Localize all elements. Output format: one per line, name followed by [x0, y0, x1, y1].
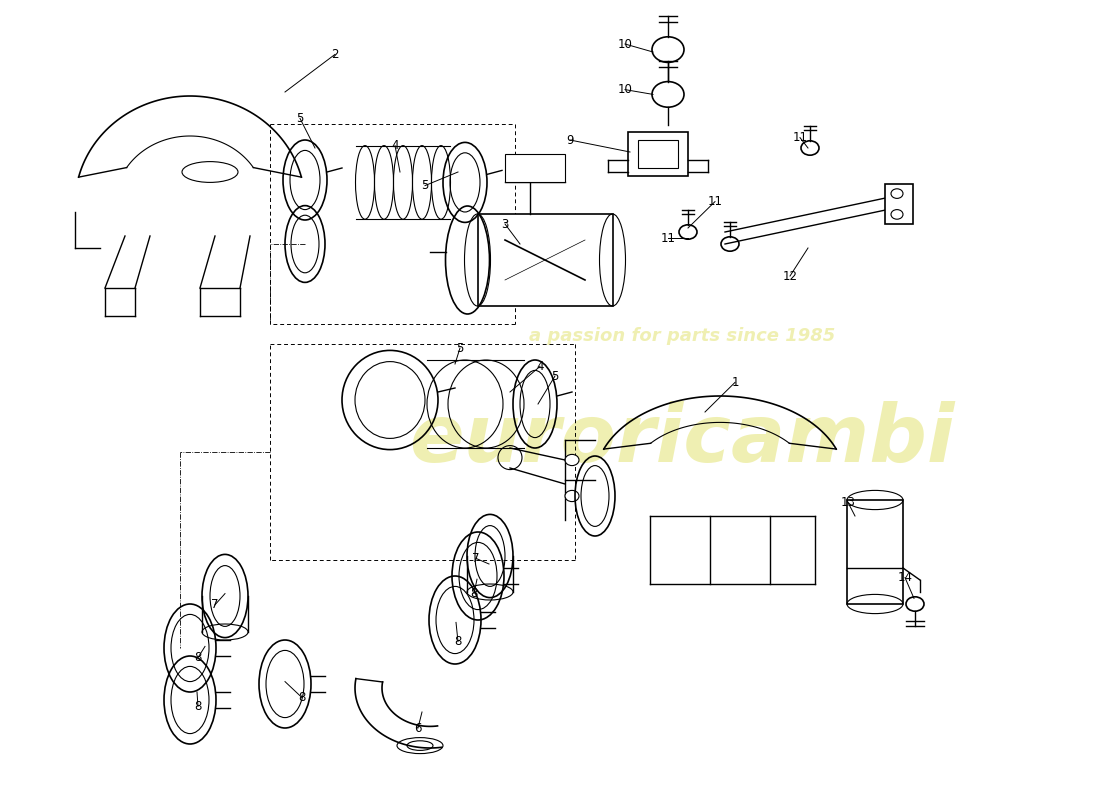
Circle shape [652, 82, 684, 107]
Circle shape [906, 597, 924, 611]
Text: 5: 5 [421, 179, 429, 192]
Text: 5: 5 [551, 370, 559, 382]
Text: 10: 10 [617, 83, 632, 96]
Bar [628, 132, 688, 176]
Circle shape [652, 37, 684, 62]
Bar [477, 214, 613, 306]
Text: 9: 9 [566, 134, 574, 146]
Text: euroricambi: euroricambi [409, 401, 955, 479]
Text: 11: 11 [707, 195, 723, 208]
Text: 8: 8 [298, 691, 306, 704]
Text: 8: 8 [454, 635, 462, 648]
Bar [638, 140, 678, 168]
Text: 3: 3 [502, 218, 508, 230]
Circle shape [891, 189, 903, 198]
Text: 8: 8 [195, 651, 201, 664]
Circle shape [801, 141, 820, 155]
Bar [847, 500, 903, 604]
Circle shape [679, 225, 697, 239]
Circle shape [565, 454, 579, 466]
Text: 2: 2 [331, 48, 339, 61]
Bar [505, 154, 565, 182]
Text: 5: 5 [296, 112, 304, 125]
Text: a passion for parts since 1985: a passion for parts since 1985 [529, 327, 835, 345]
Text: 7: 7 [211, 598, 219, 611]
Text: 10: 10 [617, 38, 632, 50]
Text: 12: 12 [782, 270, 797, 282]
Text: 14: 14 [898, 571, 913, 584]
Bar [886, 184, 913, 224]
Text: 4: 4 [537, 360, 543, 373]
Text: 4: 4 [392, 139, 398, 152]
Text: 6: 6 [415, 722, 421, 734]
Circle shape [720, 237, 739, 251]
Text: 7: 7 [472, 552, 480, 565]
Circle shape [565, 490, 579, 502]
Text: 13: 13 [840, 496, 856, 509]
Circle shape [891, 210, 903, 219]
Text: 8: 8 [471, 587, 477, 600]
Text: 11: 11 [660, 232, 675, 245]
Text: 5: 5 [456, 342, 464, 354]
Text: 1: 1 [732, 376, 739, 389]
Text: 8: 8 [195, 700, 201, 713]
Text: 11: 11 [792, 131, 807, 144]
